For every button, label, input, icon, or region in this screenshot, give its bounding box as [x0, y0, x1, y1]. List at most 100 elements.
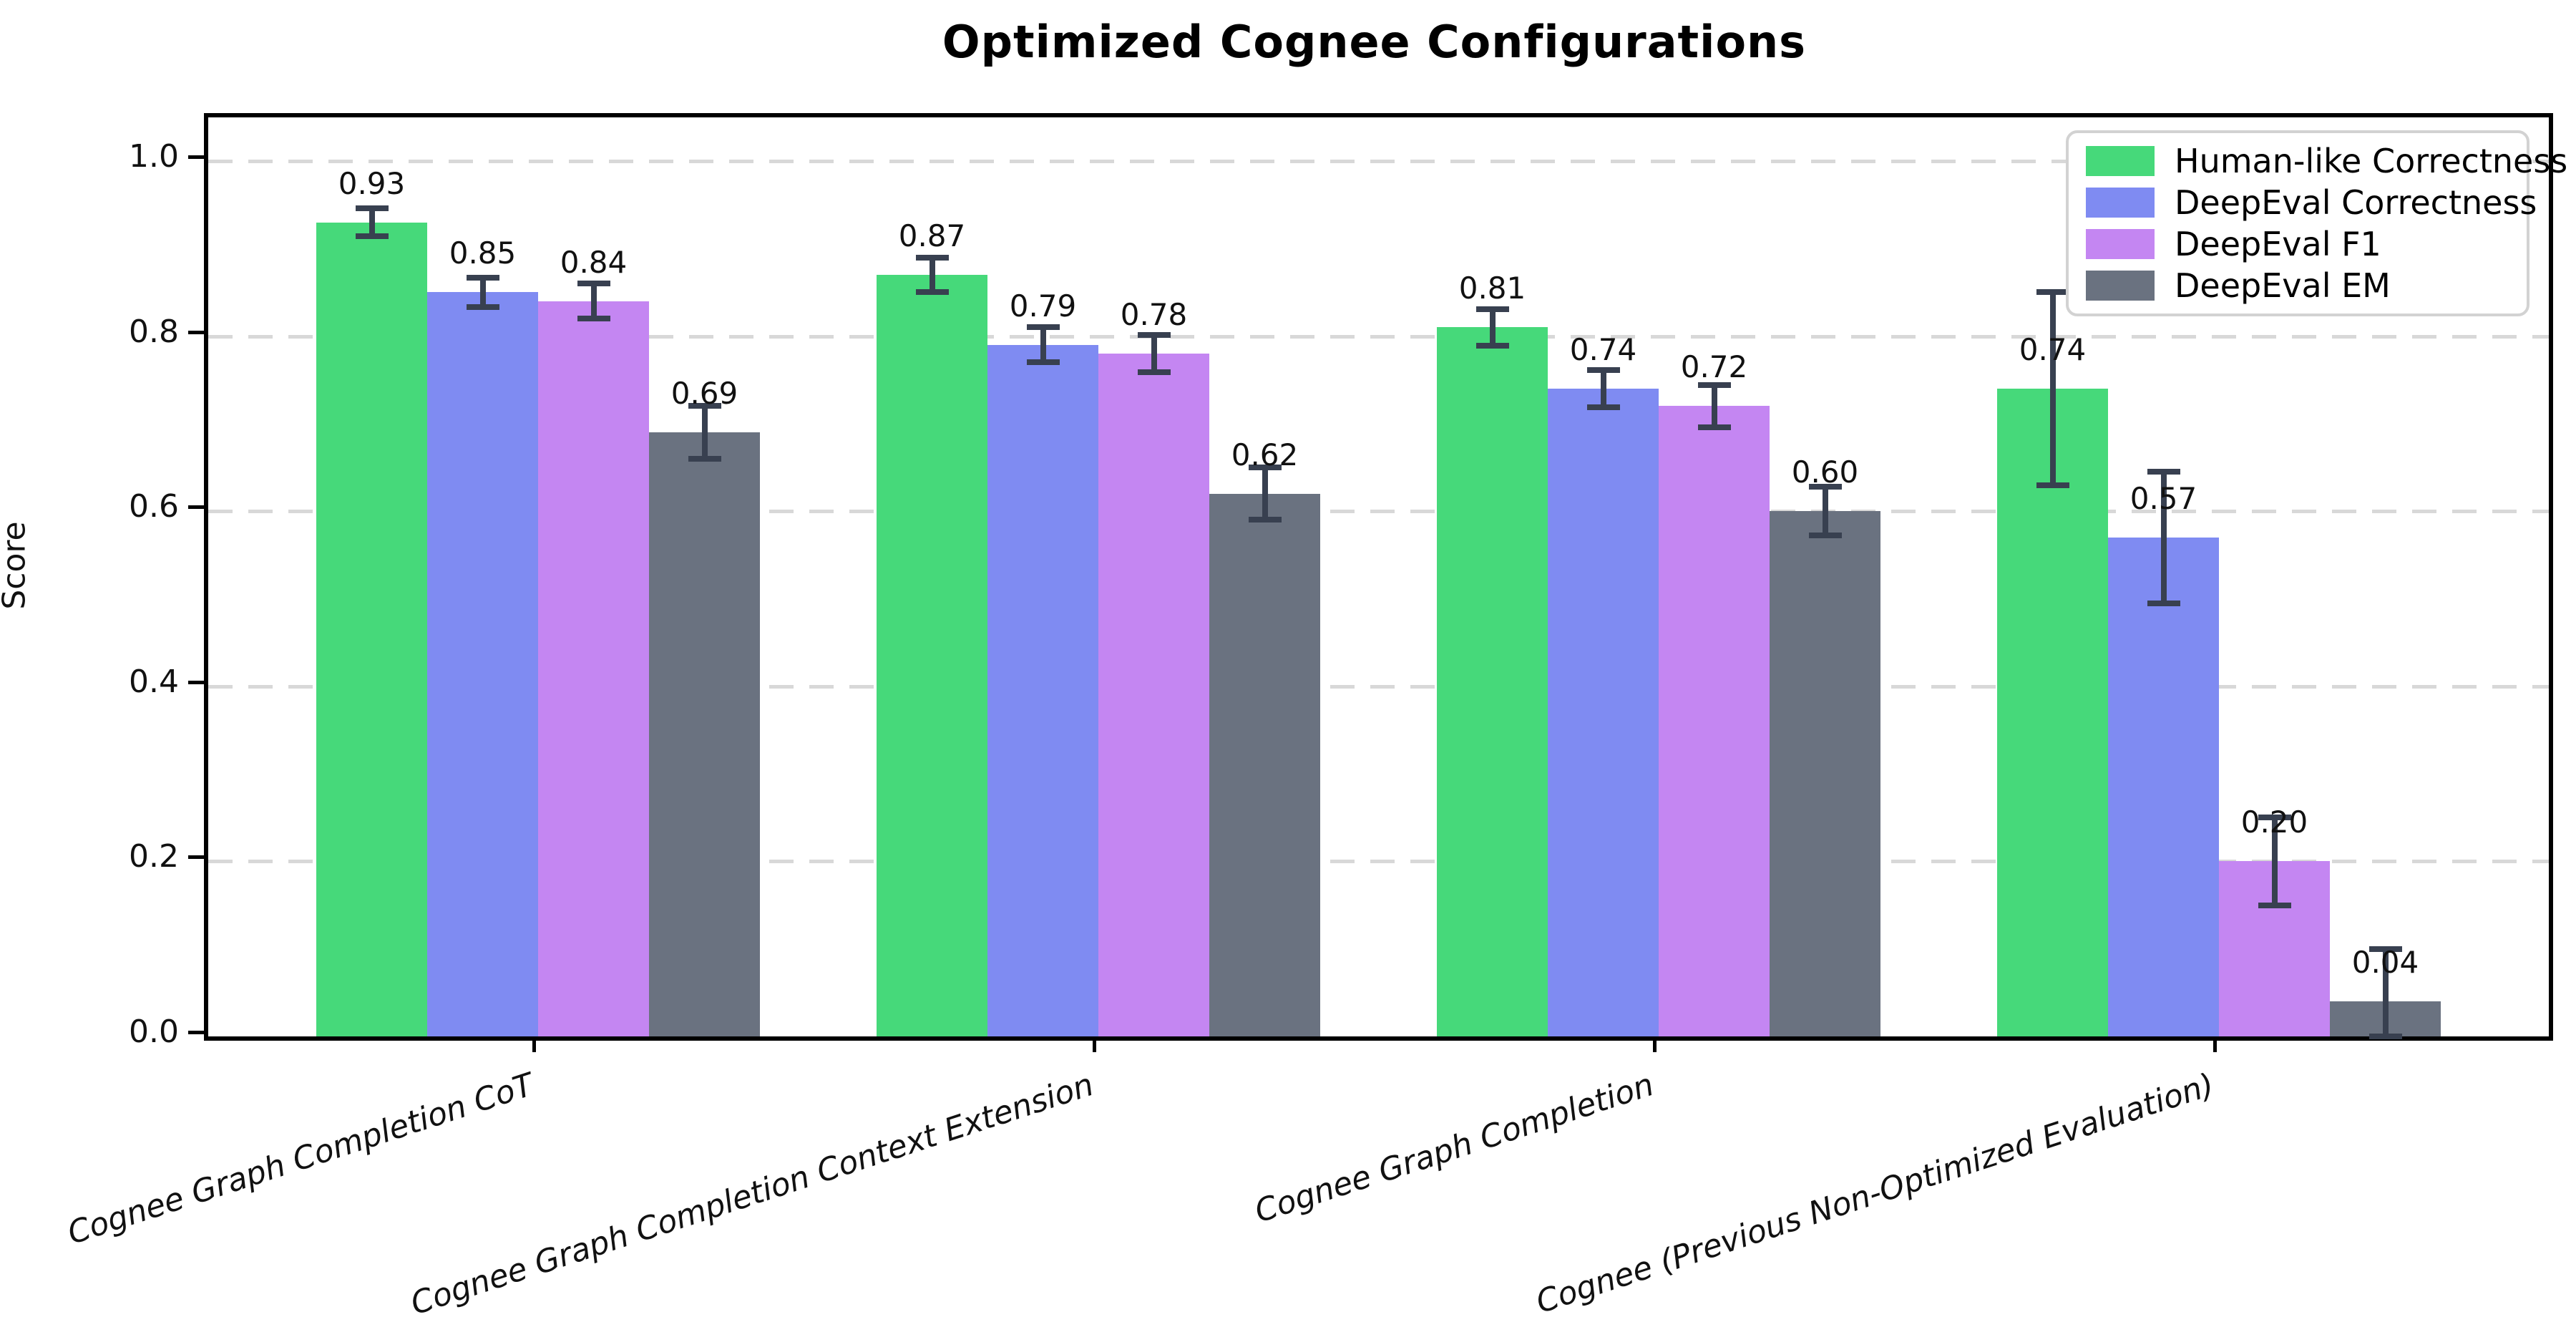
- bar-3-1: [1209, 493, 1320, 1036]
- bar-value-label: 0.74: [2019, 331, 2087, 367]
- bar-1-2: [1548, 388, 1659, 1036]
- bar-1-1: [987, 344, 1098, 1036]
- error-bar-cap: [915, 254, 949, 261]
- gridline: [208, 860, 2549, 864]
- figure: Optimized Cognee Configurations Score 0.…: [0, 16, 2568, 1322]
- error-bar-cap: [466, 274, 499, 281]
- bar-3-0: [649, 432, 760, 1036]
- gridline: [208, 684, 2549, 689]
- chart-title: Optimized Cognee Configurations: [942, 16, 1807, 68]
- error-bar-cap: [2368, 946, 2402, 952]
- legend-swatch-gray: [2086, 271, 2155, 301]
- bar-value-label: 0.79: [1009, 288, 1077, 324]
- bar-value-label: 0.60: [1791, 455, 1859, 490]
- bar-value-label: 0.81: [1458, 271, 1526, 306]
- error-bar: [2160, 472, 2167, 603]
- error-bar-cap: [355, 205, 389, 212]
- legend-label: DeepEval F1: [2175, 225, 2381, 263]
- error-bar-cap: [688, 455, 721, 462]
- error-bar: [1151, 335, 1157, 372]
- error-bar: [479, 277, 486, 308]
- bar-0-0: [316, 222, 427, 1036]
- legend: Human-like Correctness DeepEval Correctn…: [2066, 130, 2567, 316]
- gridline: [208, 334, 2549, 339]
- legend-swatch-green: [2086, 146, 2155, 176]
- bar-2-2: [1659, 406, 1770, 1036]
- legend-label: DeepEval Correctness: [2175, 183, 2537, 222]
- bar-value-label: 0.93: [338, 165, 406, 201]
- bar-value-label: 0.04: [2351, 945, 2419, 981]
- y-tick-label: 1.0: [129, 138, 179, 175]
- x-tick-mark: [1653, 1036, 1657, 1052]
- error-bar-cap: [1808, 533, 1842, 539]
- y-tick-mark: [188, 1031, 204, 1034]
- error-bar: [1822, 486, 1828, 536]
- error-bar: [1489, 308, 1496, 346]
- legend-item: DeepEval EM: [2086, 266, 2509, 306]
- gridline: [208, 160, 2549, 163]
- bar-2-1: [1098, 354, 1209, 1036]
- legend-swatch-blue: [2086, 188, 2155, 218]
- y-tick-mark: [188, 680, 204, 684]
- error-bar: [1711, 385, 1717, 427]
- error-bar: [1600, 370, 1606, 407]
- y-tick-mark: [188, 505, 204, 510]
- error-bar-cap: [1586, 404, 1620, 410]
- x-category-label: Cognee Graph Completion CoT: [63, 1066, 538, 1252]
- error-bar: [590, 283, 597, 319]
- y-tick-label: 0.6: [129, 488, 179, 525]
- bar-1-3: [2108, 537, 2219, 1036]
- x-category-label: Cognee Graph Completion: [1250, 1066, 1659, 1230]
- error-bar-cap: [1808, 483, 1842, 490]
- y-tick-label: 0.4: [129, 663, 179, 700]
- error-bar-cap: [688, 403, 721, 409]
- legend-item: DeepEval F1: [2086, 224, 2509, 264]
- bar-0-1: [877, 275, 987, 1036]
- error-bar-cap: [355, 233, 389, 240]
- bar-value-label: 0.62: [1231, 437, 1299, 472]
- legend-swatch-purple: [2086, 229, 2155, 259]
- error-bar: [1262, 467, 1268, 520]
- error-bar: [929, 257, 935, 293]
- error-bar: [701, 406, 708, 459]
- bar-0-2: [1437, 327, 1548, 1036]
- error-bar: [2049, 292, 2056, 485]
- error-bar: [1040, 327, 1046, 363]
- bar-value-label: 0.57: [2129, 480, 2197, 516]
- y-tick-mark: [188, 155, 204, 159]
- bar-2-0: [538, 301, 649, 1036]
- bar-value-label: 0.84: [560, 244, 628, 280]
- x-tick-mark: [532, 1036, 536, 1052]
- error-bar-cap: [2258, 815, 2291, 821]
- error-bar-cap: [1137, 332, 1171, 339]
- legend-item: Human-like Correctness: [2086, 141, 2567, 181]
- y-tick-label: 0.8: [129, 313, 179, 350]
- error-bar-cap: [2147, 469, 2180, 475]
- error-bar-cap: [2258, 902, 2291, 908]
- y-tick-mark: [188, 330, 204, 334]
- bar-value-label: 0.69: [670, 376, 738, 412]
- error-bar: [369, 208, 375, 237]
- bar-0-3: [1997, 388, 2108, 1036]
- bar-value-label: 0.87: [898, 218, 966, 253]
- bar-value-label: 0.74: [1569, 331, 1637, 367]
- error-bar-cap: [1137, 369, 1171, 375]
- error-bar-cap: [1586, 367, 1620, 374]
- legend-item: DeepEval Correctness: [2086, 183, 2537, 223]
- bar-1-0: [427, 292, 538, 1036]
- y-tick-mark: [188, 855, 204, 860]
- error-bar-cap: [915, 289, 949, 296]
- error-bar-cap: [2036, 482, 2069, 488]
- error-bar-cap: [1248, 517, 1282, 523]
- y-tick-label: 0.0: [129, 1014, 179, 1050]
- error-bar-cap: [1026, 359, 1060, 366]
- bar-value-label: 0.20: [2240, 805, 2308, 840]
- error-bar-cap: [2368, 1034, 2402, 1039]
- error-bar-cap: [1697, 382, 1731, 389]
- x-tick-mark: [1093, 1036, 1096, 1052]
- error-bar-cap: [2147, 600, 2180, 606]
- bar-value-label: 0.72: [1680, 349, 1748, 385]
- error-bar: [2271, 817, 2278, 905]
- bar-value-label: 0.85: [449, 235, 517, 271]
- gridline: [208, 510, 2549, 514]
